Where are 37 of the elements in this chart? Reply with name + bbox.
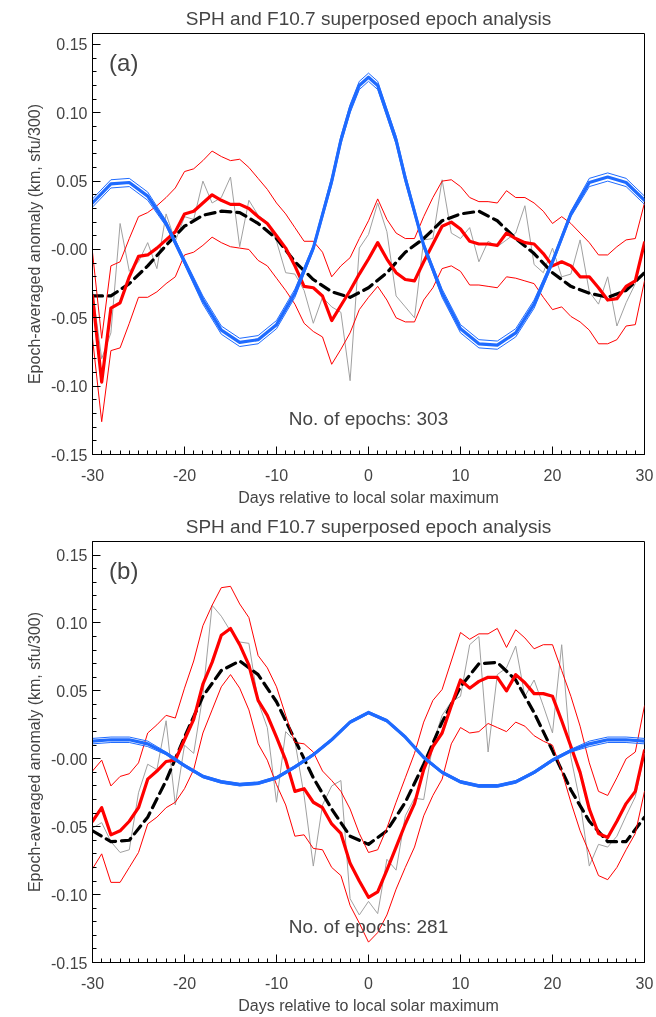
y-tick-label: 0.05	[56, 173, 88, 191]
x-tick-label: -20	[172, 466, 197, 484]
x-tick-label: -10	[264, 466, 289, 484]
x-tick-label: 30	[635, 974, 654, 992]
x-tick-label: -30	[80, 974, 105, 992]
x-axis-title: Days relative to local solar maximum	[238, 996, 499, 1014]
y-tick-label: -0.00	[51, 241, 88, 259]
y-tick-label: -0.00	[51, 750, 88, 768]
y-tick-label: -0.10	[51, 378, 88, 396]
y-tick-label: 0.15	[56, 547, 88, 565]
y-tick-label: -0.15	[51, 954, 88, 972]
y-tick-label: 0.05	[56, 682, 88, 700]
y-tick-label: -0.05	[51, 309, 88, 327]
x-tick-label: 10	[451, 466, 470, 484]
x-tick-label: 0	[364, 466, 374, 484]
x-tick-label: -30	[80, 466, 105, 484]
x-tick-label: 0	[364, 974, 374, 992]
y-tick-label: -0.10	[51, 886, 88, 904]
x-tick-label: 20	[543, 974, 562, 992]
y-axis-title: Epoch-averaged anomaly (km, sfu/300)	[26, 103, 44, 385]
y-axis-title: Epoch-averaged anomaly (km, sfu/300)	[26, 611, 44, 893]
annotation: (a)	[109, 48, 139, 76]
y-tick-label: -0.15	[51, 446, 88, 464]
x-tick-label: 20	[543, 466, 562, 484]
x-tick-label: -20	[172, 974, 197, 992]
x-axis-title: Days relative to local solar maximum	[238, 488, 499, 506]
annotation: No. of epochs: 303	[288, 408, 449, 430]
chart-title: SPH and F10.7 superposed epoch analysis	[185, 515, 552, 537]
y-tick-label: -0.05	[51, 818, 88, 836]
y-tick-label: 0.10	[56, 614, 88, 632]
x-tick-label: 10	[451, 974, 470, 992]
x-tick-label: 30	[635, 466, 654, 484]
y-tick-label: 0.15	[56, 36, 88, 54]
y-tick-label: 0.10	[56, 104, 88, 122]
x-tick-label: -10	[264, 974, 289, 992]
annotation: (b)	[109, 556, 139, 584]
chart-title: SPH and F10.7 superposed epoch analysis	[185, 7, 552, 29]
